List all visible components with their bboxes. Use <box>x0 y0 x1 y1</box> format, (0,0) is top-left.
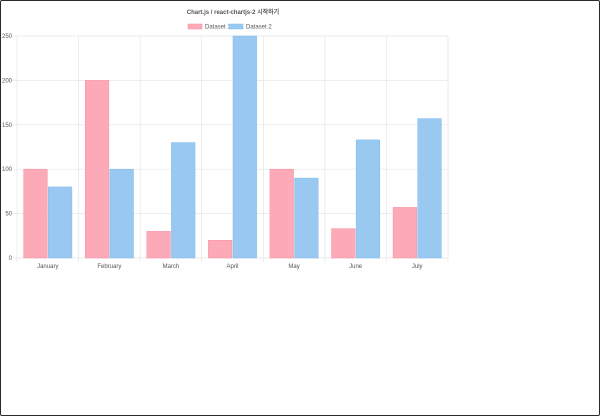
bar-dataset-1[interactable] <box>331 228 356 259</box>
bar-dataset-1[interactable] <box>392 207 417 259</box>
bar-dataset-2[interactable] <box>48 186 73 259</box>
grid <box>13 35 449 262</box>
x-tick-label: January <box>37 264 58 270</box>
bar-dataset-2[interactable] <box>294 177 319 259</box>
x-tick-label: June <box>349 264 363 270</box>
bar-dataset-2[interactable] <box>417 118 442 259</box>
legend-label[interactable]: Dataset 1 <box>205 25 231 31</box>
y-tick-label: 100 <box>2 167 13 173</box>
y-tick-label: 200 <box>2 78 13 84</box>
bars <box>23 35 442 259</box>
legend-swatch[interactable] <box>228 23 244 30</box>
x-tick-label: April <box>226 264 238 270</box>
bar-dataset-1[interactable] <box>146 231 171 259</box>
y-tick-label: 150 <box>2 123 13 129</box>
bar-dataset-2[interactable] <box>232 35 257 259</box>
bar-dataset-1[interactable] <box>208 239 233 259</box>
x-axis: January February March April May June July <box>37 264 422 270</box>
legend-label[interactable]: Dataset 2 <box>246 25 272 31</box>
bar-dataset-1[interactable] <box>23 168 48 259</box>
x-tick-label: May <box>288 264 299 270</box>
x-tick-label: February <box>97 264 121 270</box>
x-tick-label: July <box>412 264 423 270</box>
bar-dataset-2[interactable] <box>109 168 134 259</box>
bar-dataset-2[interactable] <box>171 142 196 259</box>
legend-swatch[interactable] <box>187 23 203 30</box>
y-tick-label: 250 <box>2 34 13 40</box>
y-axis: 0 50 100 150 200 250 <box>2 34 13 262</box>
bar-dataset-1[interactable] <box>269 168 294 259</box>
y-tick-label: 50 <box>5 212 12 218</box>
legend: Dataset 1 Dataset 2 <box>187 23 272 31</box>
y-tick-label: 0 <box>9 256 13 262</box>
chart-title: Chart.js / react-chartjs-2 시작하기 <box>187 8 279 16</box>
bar-dataset-1[interactable] <box>84 80 110 259</box>
x-tick-label: March <box>163 264 180 270</box>
bar-dataset-2[interactable] <box>355 139 381 259</box>
